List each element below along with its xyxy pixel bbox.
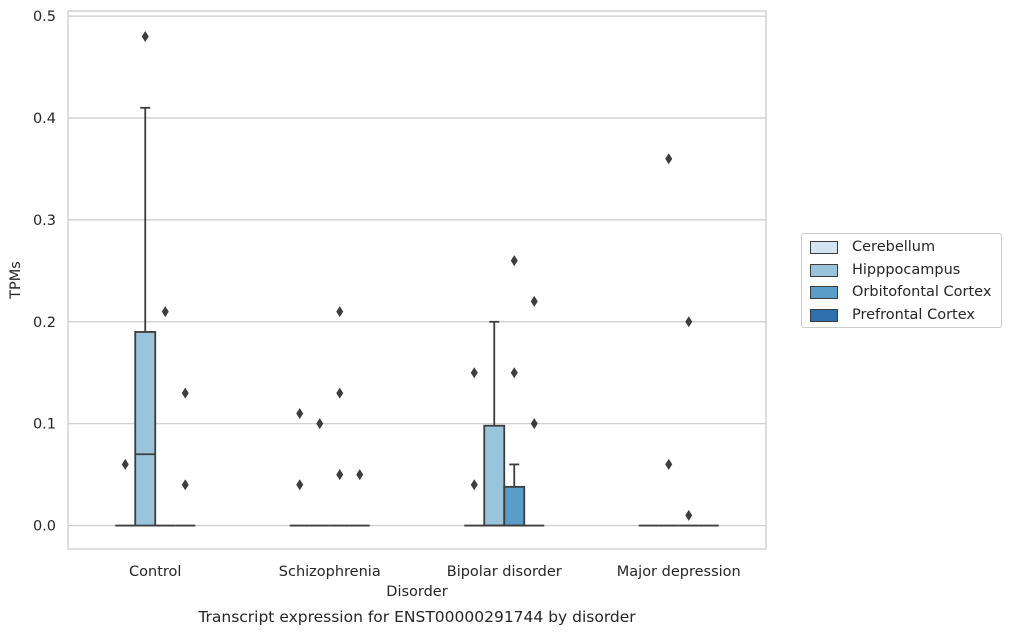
box-hipppocampus [483,320,506,527]
legend-swatch [810,308,838,322]
outlier-point [336,306,344,318]
x-axis-ticks: Control Schizophrenia Bipolar disorder Majo… [129,564,741,580]
outlier-point [296,479,304,491]
outlier-point [470,479,478,491]
outlier-point [510,367,518,379]
outlier-point [665,458,673,470]
y-axis-ticks: 0.0 0.1 0.2 0.3 0.4 0.5 [33,9,56,534]
outlier-point [336,469,344,481]
legend-swatch [810,285,838,299]
boxes [115,106,719,527]
x-tick-label: Schizophrenia [279,564,381,580]
legend-label: Prefrontal Cortex [852,307,975,323]
x-tick-label: Bipolar disorder [447,564,562,580]
x-tick-label: Major depression [617,564,741,580]
outlier-point [685,509,693,521]
outlier-point [510,255,518,267]
box-body [503,485,526,527]
box-body [134,331,157,527]
outlier-point [121,458,129,470]
legend-label: Hipppocampus [852,262,961,278]
y-tick-label: 0.4 [33,111,56,127]
outlier-point [356,469,364,481]
outlier-point [316,418,324,430]
y-tick-label: 0.5 [33,9,56,25]
legend-item-cerebellum: Cerebellum [810,237,935,257]
outlier-point [470,367,478,379]
chart-title: Transcript expression for ENST0000029174… [197,608,636,626]
legend-item-hippocampus: Hipppocampus [810,260,960,280]
y-axis-label: TPMs [8,261,24,300]
box-hipppocampus [134,106,157,527]
outlier-point [530,418,538,430]
outlier-point [665,153,673,165]
legend-swatch [810,263,838,277]
legend-label: Cerebellum [852,239,936,255]
gridlines [68,15,766,527]
outlier-point [161,306,169,318]
legend-label: Orbitofontal Cortex [852,284,992,300]
legend-item-orbitofrontal-cortex: Orbitofontal Cortex [810,282,991,302]
box-body [483,424,506,527]
outlier-point [181,479,189,491]
outlier-point [685,316,693,328]
plot-frame [67,10,767,550]
outlier-point [530,295,538,307]
legend-swatch [810,240,838,254]
legend: Cerebellum Hipppocampus Orbitofontal Cor… [801,233,1002,328]
outlier-point [181,387,189,399]
legend-item-prefrontal-cortex: Prefrontal Cortex [810,305,975,325]
outlier-points [121,30,693,521]
x-tick-label: Control [129,564,181,580]
y-tick-label: 0.1 [33,417,56,433]
x-axis-label: Disorder [386,584,447,600]
y-tick-label: 0.2 [33,315,56,331]
y-tick-label: 0.3 [33,213,56,229]
outlier-point [336,387,344,399]
outlier-point [141,30,149,42]
box-orbitofontal-cortex [503,463,526,527]
outlier-point [296,407,304,419]
y-tick-label: 0.0 [33,519,56,535]
